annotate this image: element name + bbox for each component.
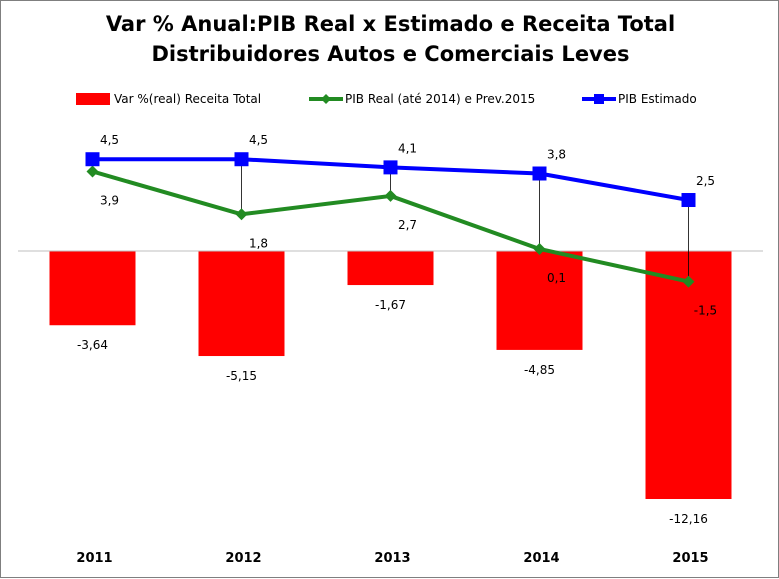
marker-pib-estimado-2015 (681, 193, 696, 208)
legend-label-receita: Var %(real) Receita Total (114, 92, 262, 106)
x-tick-label-2014: 2014 (523, 551, 559, 566)
marker-pib-real-2014 (533, 242, 546, 255)
marker-pib-estimado-2014 (532, 166, 547, 181)
marker-pib-estimado-2012 (234, 152, 249, 167)
data-label-receita-2011: -3,64 (77, 338, 108, 352)
marker-pib-real-2011 (86, 165, 99, 178)
data-label-receita-2015: -12,16 (669, 512, 708, 526)
legend-swatch-pib-estimado (582, 94, 616, 104)
x-tick-label-2012: 2012 (225, 551, 261, 566)
legend-swatch-receita (76, 93, 110, 105)
x-tick-label-2011: 2011 (76, 551, 112, 566)
data-label-pib-real-2015: -1,5 (694, 304, 717, 318)
data-label-pib-real-2012: 1,8 (249, 236, 268, 250)
chart-title-line-2: Distribuidores Autos e Comerciais Leves (151, 42, 630, 66)
data-label-pib-real-2013: 2,7 (398, 218, 417, 232)
legend-item-pib-real: PIB Real (até 2014) e Prev.2015 (309, 88, 535, 110)
chart-title: Var % Anual:PIB Real x Estimado e Receit… (1, 9, 779, 69)
bar-receita-2015 (645, 251, 732, 499)
bar-receita-2011 (49, 251, 136, 326)
legend-item-pib-estimado: PIB Estimado (582, 88, 697, 110)
data-label-pib-estimado-2014: 3,8 (547, 148, 566, 162)
bar-receita-2013 (347, 251, 434, 286)
marker-pib-estimado-2011 (85, 152, 100, 167)
marker-pib-real-2013 (384, 189, 397, 202)
data-label-pib-estimado-2013: 4,1 (398, 141, 417, 155)
data-label-receita-2013: -1,67 (375, 298, 406, 312)
bar-receita-2012 (198, 251, 285, 357)
data-label-pib-estimado-2011: 4,5 (100, 133, 119, 147)
chart-legend: Var %(real) Receita Total PIB Real (até … (1, 88, 779, 110)
data-label-pib-real-2011: 3,9 (100, 193, 119, 207)
x-tick-label-2013: 2013 (374, 551, 410, 566)
legend-label-pib-real: PIB Real (até 2014) e Prev.2015 (345, 92, 536, 106)
x-tick-label-2015: 2015 (672, 551, 708, 566)
marker-pib-real-2012 (235, 208, 248, 221)
data-label-receita-2014: -4,85 (524, 363, 555, 377)
data-label-pib-estimado-2012: 4,5 (249, 133, 268, 147)
marker-pib-real-2015 (682, 275, 695, 288)
data-label-receita-2012: -5,15 (226, 369, 257, 383)
data-label-pib-real-2014: 0,1 (547, 271, 566, 285)
marker-pib-estimado-2013 (383, 160, 398, 175)
legend-item-receita: Var %(real) Receita Total (76, 88, 261, 110)
legend-swatch-pib-real (309, 94, 343, 104)
bar-receita-2014 (496, 251, 583, 350)
legend-label-pib-estimado: PIB Estimado (618, 92, 697, 106)
chart-title-line-1: Var % Anual:PIB Real x Estimado e Receit… (105, 12, 676, 36)
data-label-pib-estimado-2015: 2,5 (696, 174, 715, 188)
